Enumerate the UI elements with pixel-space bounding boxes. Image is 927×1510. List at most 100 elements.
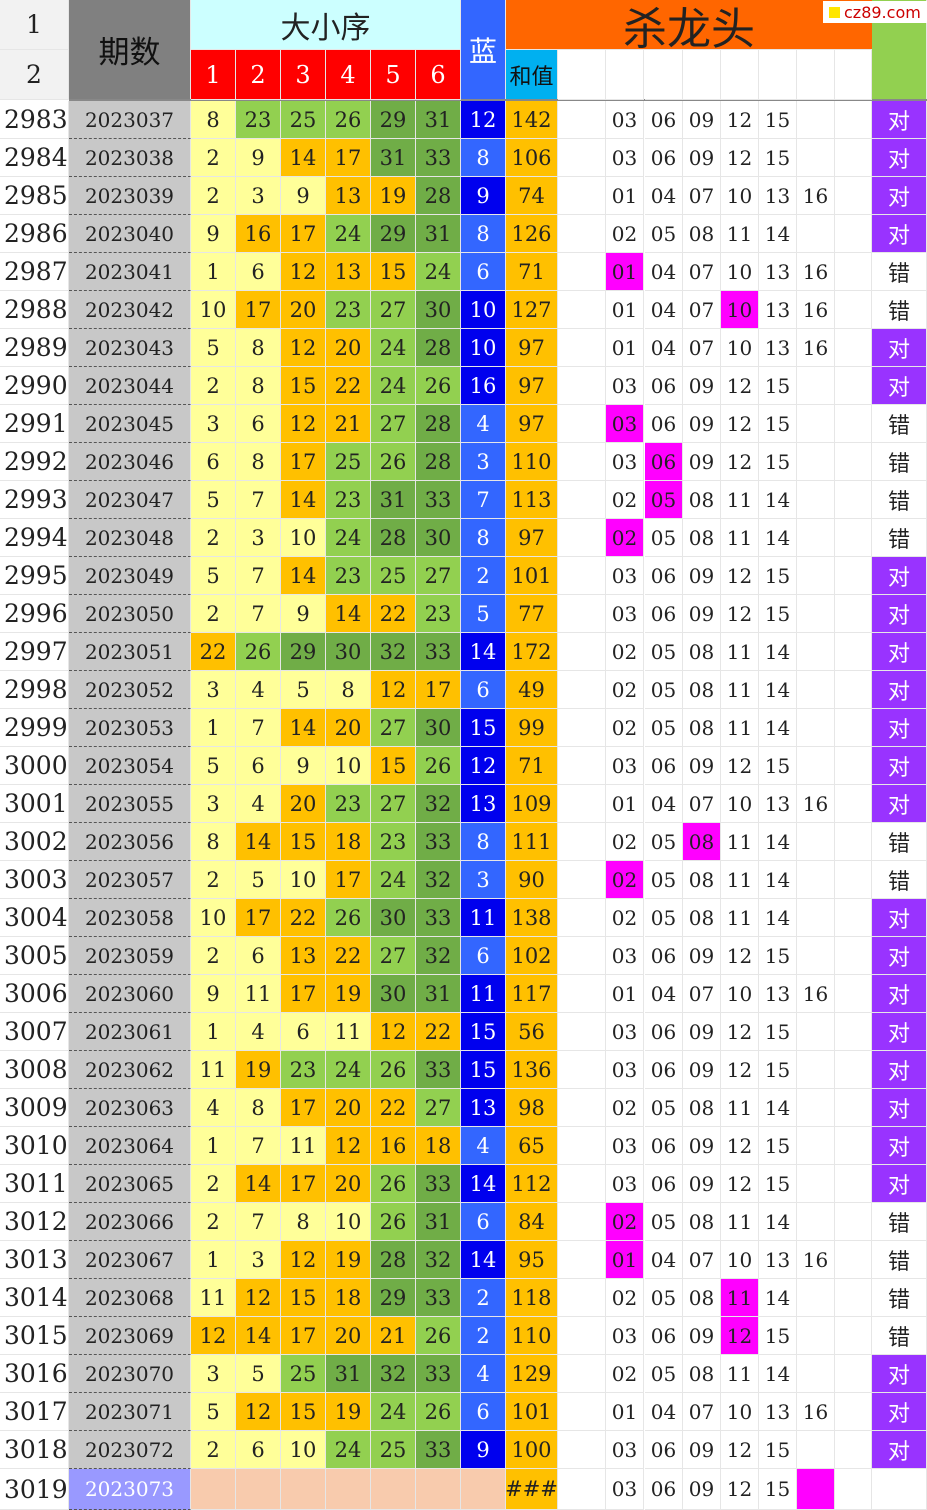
- kill-end-cell: [835, 1355, 872, 1393]
- spacer-cell: [558, 329, 606, 367]
- ball-cell: 26: [416, 367, 461, 405]
- ball-cell: 17: [416, 671, 461, 709]
- ball-cell: 8: [191, 101, 236, 139]
- kill-number-cell: 12: [721, 101, 759, 139]
- ball-cell: 2: [191, 1165, 236, 1203]
- kill-number-cell: [797, 937, 835, 975]
- spacer-cell: [558, 1165, 606, 1203]
- ball-cell: 33: [416, 1165, 461, 1203]
- ball-cell: 31: [416, 1203, 461, 1241]
- result-cell: 对: [872, 709, 927, 747]
- kill-number-cell: 13: [759, 975, 797, 1013]
- kill-number-cell: 11: [721, 215, 759, 253]
- kill-number-cell: [797, 709, 835, 747]
- kill-number-cell: 06: [645, 367, 683, 405]
- row-index: 2994: [0, 519, 69, 557]
- kill-number-cell: 07: [683, 1393, 721, 1431]
- kill-number-cell: [797, 481, 835, 519]
- spacer-cell: [558, 937, 606, 975]
- spacer-cell: [558, 1279, 606, 1317]
- blue-ball-cell: 16: [461, 367, 506, 405]
- blue-ball-cell: 2: [461, 1279, 506, 1317]
- spacer-cell: [558, 785, 606, 823]
- kill-number-cell: [797, 861, 835, 899]
- period-cell: 2023063: [69, 1089, 191, 1127]
- kill-number-cell: 03: [606, 595, 644, 633]
- period-cell: 2023061: [69, 1013, 191, 1051]
- period-cell: 2023058: [69, 899, 191, 937]
- ball-cell: 20: [326, 1317, 371, 1355]
- kill-number-cell: 14: [759, 709, 797, 747]
- kill-number-cell: 10: [721, 177, 759, 215]
- period-cell: 2023048: [69, 519, 191, 557]
- kill-number-cell: 03: [606, 405, 644, 443]
- ball-cell: 21: [371, 1317, 416, 1355]
- ball-cell: 8: [191, 823, 236, 861]
- kill-end-cell: [835, 519, 872, 557]
- kill-number-cell: 02: [606, 481, 644, 519]
- kill-number-cell: 13: [759, 253, 797, 291]
- row-index: 3017: [0, 1393, 69, 1431]
- result-cell: 错: [872, 443, 927, 481]
- sum-cell: 172: [506, 633, 558, 671]
- period-cell: 2023038: [69, 139, 191, 177]
- kill-end-cell: [835, 405, 872, 443]
- kill-number-cell: 06: [645, 747, 683, 785]
- kill-number-cell: 11: [721, 861, 759, 899]
- result-cell: 错: [872, 519, 927, 557]
- kill-number-cell: 14: [759, 215, 797, 253]
- ball-cell: 15: [371, 253, 416, 291]
- blue-ball-cell: 2: [461, 1317, 506, 1355]
- kill-number-cell: 07: [683, 329, 721, 367]
- kill-number-cell: 15: [759, 747, 797, 785]
- kill-number-cell: 12: [721, 1051, 759, 1089]
- row-index: 2995: [0, 557, 69, 595]
- ball-cell: 10: [191, 291, 236, 329]
- ball-cell: 5: [191, 747, 236, 785]
- result-cell: 对: [872, 595, 927, 633]
- kill-number-cell: 01: [606, 253, 644, 291]
- ball-cell: 17: [326, 861, 371, 899]
- period-cell: 2023041: [69, 253, 191, 291]
- order-col-header-1: 1: [191, 50, 236, 100]
- row-index: 2993: [0, 481, 69, 519]
- sum-cell: 74: [506, 177, 558, 215]
- ball-cell: 17: [281, 975, 326, 1013]
- blue-ball-cell: 9: [461, 177, 506, 215]
- spacer-cell: [558, 1089, 606, 1127]
- ball-cell: 3: [236, 519, 281, 557]
- blue-ball-cell: 15: [461, 1051, 506, 1089]
- ball-cell: 17: [326, 139, 371, 177]
- ball-cell: 24: [326, 519, 371, 557]
- sum-cell: 49: [506, 671, 558, 709]
- ball-cell: 2: [191, 139, 236, 177]
- blue-ball-cell: 13: [461, 1089, 506, 1127]
- ball-cell: 33: [416, 481, 461, 519]
- ball-cell: 9: [281, 747, 326, 785]
- row-index: 3007: [0, 1013, 69, 1051]
- kill-number-cell: 13: [759, 785, 797, 823]
- kill-number-cell: 04: [645, 291, 683, 329]
- result-cell: 对: [872, 139, 927, 177]
- order-col-header-5: 5: [371, 50, 416, 100]
- result-cell: 对: [872, 937, 927, 975]
- kill-number-cell: [797, 595, 835, 633]
- ball-cell: 18: [326, 1279, 371, 1317]
- ball-cell: 26: [416, 1317, 461, 1355]
- row-index: 2989: [0, 329, 69, 367]
- kill-number-cell: 15: [759, 1469, 797, 1510]
- ball-cell: 33: [416, 1355, 461, 1393]
- kill-number-cell: 13: [759, 329, 797, 367]
- ball-cell: 13: [326, 253, 371, 291]
- ball-cell: 14: [236, 823, 281, 861]
- ball-cell: 19: [326, 975, 371, 1013]
- kill-number-cell: 14: [759, 671, 797, 709]
- kill-number-cell: 02: [606, 633, 644, 671]
- kill-end-cell: [835, 975, 872, 1013]
- kill-number-cell: 14: [759, 861, 797, 899]
- ball-cell: 2: [191, 1431, 236, 1469]
- ball-cell: 19: [326, 1393, 371, 1431]
- kill-number-cell: 09: [683, 595, 721, 633]
- ball-cell: 31: [416, 101, 461, 139]
- kill-header-blank-5: [797, 50, 835, 100]
